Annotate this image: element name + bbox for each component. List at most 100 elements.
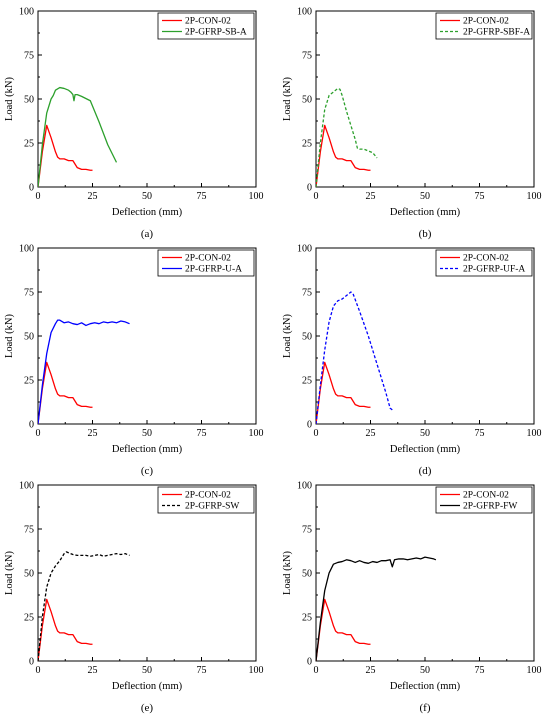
x-axis-title: Deflection (mm) (112, 207, 183, 218)
chart-panel-5: 0 25 50 75 100 0 25 50 75 100 Deflection (mm) Load … (4, 481, 264, 714)
x-tick-label: 0 (314, 191, 319, 202)
y-tick-label: 75 (302, 525, 312, 536)
y-tick-label: 0 (29, 420, 34, 431)
y-tick-label: 25 (302, 376, 312, 387)
y-tick-label: 50 (24, 95, 34, 106)
x-tick-label: 75 (197, 665, 207, 676)
x-tick-label: 50 (420, 665, 430, 676)
series-line-2 (316, 291, 393, 424)
x-axis-title: Deflection (mm) (112, 681, 183, 692)
legend-box (157, 486, 255, 514)
x-tick-label: 25 (366, 191, 376, 202)
y-tick-label: 75 (24, 525, 34, 536)
legend-box (157, 249, 255, 277)
legend-entry: 2P-CON-02 (463, 254, 509, 264)
y-axis-title: Load (kN) (4, 313, 15, 358)
legend-entry: 2P-GFRP-U-A (185, 265, 242, 275)
y-tick-label: 100 (19, 244, 34, 255)
y-tick-label: 75 (302, 288, 312, 299)
legend-box (435, 12, 533, 40)
y-tick-label: 0 (307, 420, 312, 431)
x-tick-label: 0 (314, 428, 319, 439)
panel-label: (d) (419, 465, 432, 477)
x-axis-title: Deflection (mm) (112, 444, 183, 455)
series-line-2 (38, 319, 130, 424)
legend-entry: 2P-GFRP-SW (185, 502, 239, 512)
x-tick-label: 100 (249, 191, 264, 202)
legend-box (435, 486, 533, 514)
x-axis-title: Deflection (mm) (390, 681, 461, 692)
series-line-2 (316, 556, 437, 661)
x-tick-label: 75 (197, 191, 207, 202)
legend-box (157, 12, 255, 40)
y-tick-label: 25 (24, 376, 34, 387)
x-tick-label: 75 (475, 665, 485, 676)
y-axis-title: Load (kN) (4, 550, 15, 595)
x-tick-label: 25 (366, 665, 376, 676)
chart-panel-1: 0 25 50 75 100 0 25 50 75 100 Deflection (mm) Load … (4, 7, 264, 241)
series-line-2 (38, 551, 130, 661)
chart-panel-4: 0 25 50 75 100 0 25 50 75 100 Deflection (mm) Load … (282, 244, 542, 478)
y-tick-label: 50 (24, 569, 34, 580)
y-tick-label: 0 (29, 657, 34, 668)
panel-label: (f) (420, 702, 431, 714)
y-tick-label: 100 (297, 481, 312, 492)
y-tick-label: 100 (297, 244, 312, 255)
x-tick-label: 0 (36, 191, 41, 202)
panel-label: (e) (141, 702, 154, 714)
x-tick-label: 75 (475, 428, 485, 439)
x-tick-label: 0 (36, 665, 41, 676)
y-tick-label: 50 (302, 332, 312, 343)
series-line-1 (316, 361, 371, 424)
y-tick-label: 0 (307, 183, 312, 194)
legend-entry: 2P-GFRP-SB-A (185, 28, 247, 38)
x-tick-label: 100 (249, 665, 264, 676)
y-tick-label: 100 (19, 481, 34, 492)
x-tick-label: 75 (197, 428, 207, 439)
x-tick-label: 50 (142, 428, 152, 439)
y-axis-title: Load (kN) (282, 550, 293, 595)
x-tick-label: 100 (527, 428, 542, 439)
x-tick-label: 25 (88, 191, 98, 202)
y-axis-title: Load (kN) (282, 313, 293, 358)
y-axis-title: Load (kN) (4, 76, 15, 121)
legend-entry: 2P-CON-02 (185, 254, 231, 264)
y-tick-label: 75 (24, 288, 34, 299)
x-tick-label: 75 (475, 191, 485, 202)
panel-label: (c) (141, 465, 154, 477)
legend-entry: 2P-GFRP-FW (463, 502, 517, 512)
y-axis-title: Load (kN) (282, 76, 293, 121)
chart-panel-3: 0 25 50 75 100 0 25 50 75 100 Deflection (mm) Load … (4, 244, 264, 478)
series-line-2 (38, 86, 118, 187)
legend-entry: 2P-CON-02 (185, 17, 231, 27)
chart-panel-2: 0 25 50 75 100 0 25 50 75 100 Deflection (mm) Load … (282, 7, 542, 241)
series-line-1 (38, 598, 93, 661)
y-tick-label: 25 (302, 139, 312, 150)
x-axis-title: Deflection (mm) (390, 444, 461, 455)
y-tick-label: 100 (19, 7, 34, 18)
y-tick-label: 75 (302, 51, 312, 62)
y-tick-label: 0 (307, 657, 312, 668)
y-tick-label: 0 (29, 183, 34, 194)
y-tick-label: 75 (24, 51, 34, 62)
legend-box (435, 249, 533, 277)
x-tick-label: 25 (88, 665, 98, 676)
y-tick-label: 25 (24, 613, 34, 624)
x-axis-title: Deflection (mm) (390, 207, 461, 218)
panel-label: (b) (419, 228, 432, 240)
series-line-1 (38, 361, 93, 424)
y-tick-label: 50 (302, 569, 312, 580)
y-tick-label: 50 (302, 95, 312, 106)
legend-entry: 2P-CON-02 (463, 17, 509, 27)
x-tick-label: 0 (314, 665, 319, 676)
y-tick-label: 25 (302, 613, 312, 624)
x-tick-label: 25 (88, 428, 98, 439)
x-tick-label: 50 (420, 428, 430, 439)
